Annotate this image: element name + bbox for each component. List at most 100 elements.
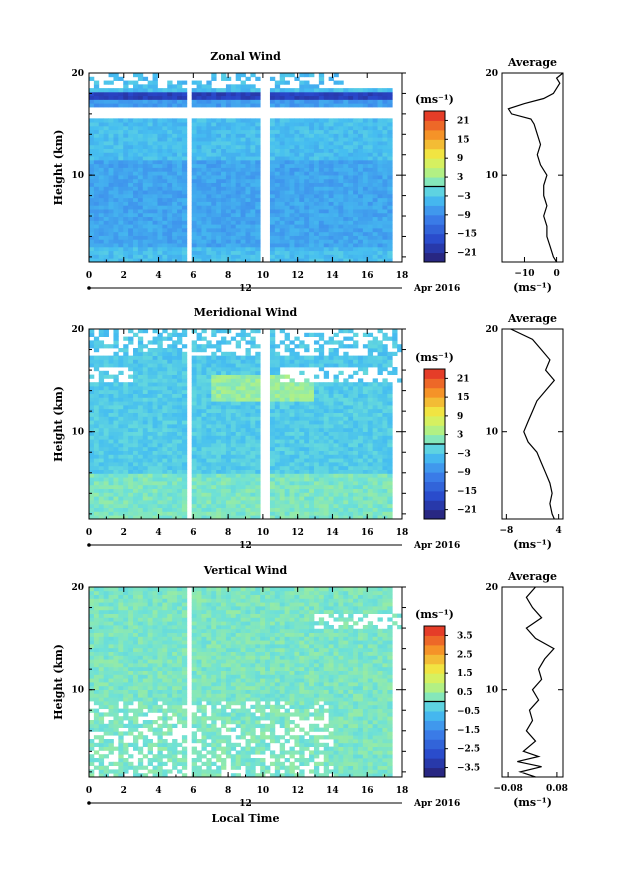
heatmap-cell	[157, 254, 163, 259]
heatmap-cell	[191, 370, 197, 375]
heatmap-cell	[377, 258, 383, 263]
heatmap-cell	[191, 484, 197, 489]
heatmap-cell	[250, 159, 256, 165]
heatmap-cell	[133, 397, 139, 402]
heatmap-cell	[357, 125, 364, 131]
heatmap-cell	[274, 378, 281, 383]
heatmap-cell	[89, 488, 95, 493]
heatmap-cell	[294, 469, 300, 474]
heatmap-cell	[353, 193, 359, 199]
heatmap-cell	[172, 332, 178, 337]
heatmap-cell	[201, 401, 207, 406]
heatmap-cell	[313, 250, 320, 255]
heatmap-cell	[313, 374, 320, 379]
heatmap-cell	[162, 408, 168, 413]
heatmap-cell	[284, 103, 290, 108]
heatmap-cell	[108, 175, 114, 180]
heatmap-cell	[362, 227, 369, 233]
heatmap-cell	[162, 397, 168, 402]
heatmap-cell	[225, 118, 232, 123]
heatmap-cell	[216, 91, 222, 97]
heatmap-cell	[338, 450, 344, 455]
heatmap-cell	[128, 88, 134, 93]
heatmap-cell	[245, 167, 251, 172]
heatmap-cell	[98, 370, 105, 375]
heatmap-cell	[157, 227, 163, 233]
heatmap-cell	[284, 405, 290, 410]
heatmap-cell	[113, 258, 119, 263]
heatmap-cell	[284, 193, 290, 199]
heatmap-cell	[128, 163, 134, 168]
heatmap-cell	[250, 220, 256, 225]
heatmap-cell	[137, 431, 144, 436]
heatmap-cell	[128, 462, 134, 467]
heatmap-cell	[333, 118, 339, 123]
heatmap-cell	[289, 424, 295, 429]
heatmap-cell	[147, 500, 153, 505]
heatmap-cell	[250, 378, 256, 383]
heatmap-cell	[323, 129, 330, 134]
heatmap-cell	[206, 186, 212, 191]
heatmap-cell	[313, 205, 320, 210]
heatmap-cell	[162, 481, 168, 486]
heatmap-cell	[98, 182, 105, 187]
heatmap-cell	[177, 431, 183, 436]
heatmap-cell	[343, 91, 349, 97]
heatmap-cell	[377, 186, 383, 191]
heatmap-cell	[172, 481, 178, 486]
heatmap-cell	[274, 80, 281, 85]
heatmap-cell	[294, 243, 300, 248]
heatmap-cell	[93, 220, 100, 225]
heatmap-cell	[172, 216, 178, 221]
heatmap-cell	[123, 435, 129, 440]
heatmap-cell	[338, 178, 344, 184]
heatmap-cell	[113, 152, 119, 157]
heatmap-cell	[304, 243, 310, 248]
heatmap-cell	[133, 148, 139, 153]
heatmap-cell	[211, 212, 217, 218]
heatmap-cell	[142, 515, 149, 520]
heatmap-cell	[235, 243, 242, 248]
heatmap-cell	[181, 401, 188, 406]
heatmap-cell	[133, 332, 139, 337]
heatmap-cell	[230, 515, 237, 520]
heatmap-cell	[128, 201, 134, 206]
heatmap-cell	[123, 193, 129, 199]
heatmap-cell	[123, 84, 129, 89]
heatmap-cell	[147, 408, 153, 413]
heatmap-cell	[89, 443, 95, 448]
heatmap-cell	[167, 359, 173, 364]
heatmap-cell	[382, 91, 388, 97]
heatmap-cell	[377, 227, 383, 233]
heatmap-cell	[152, 235, 158, 240]
heatmap-cell	[284, 446, 290, 451]
heatmap-cell	[372, 193, 378, 199]
heatmap-cell	[255, 454, 261, 459]
heatmap-cell	[225, 141, 232, 146]
heatmap-cell	[221, 488, 227, 493]
heatmap-cell	[240, 492, 246, 497]
heatmap-cell	[274, 254, 281, 259]
heatmap-cell	[240, 473, 246, 478]
heatmap-cell	[211, 462, 217, 467]
heatmap-cell	[362, 88, 369, 93]
heatmap-cell	[177, 205, 183, 210]
heatmap-cell	[157, 412, 163, 417]
heatmap-cell	[103, 363, 109, 368]
heatmap-cell	[216, 503, 222, 508]
heatmap-cell	[113, 193, 119, 199]
heatmap-cell	[108, 144, 114, 149]
heatmap-cell	[137, 137, 144, 142]
heatmap-cell	[294, 462, 300, 467]
heatmap-cell	[113, 401, 119, 406]
heatmap-cell	[98, 412, 105, 417]
heatmap-cell	[103, 454, 109, 459]
heatmap-cell	[211, 469, 217, 474]
heatmap-cell	[108, 239, 114, 244]
heatmap-cell	[147, 220, 153, 225]
heatmap-cell	[225, 507, 232, 512]
heatmap-cell	[181, 492, 188, 497]
heatmap-cell	[230, 95, 237, 100]
heatmap-cell	[133, 405, 139, 410]
heatmap-cell	[230, 175, 237, 180]
